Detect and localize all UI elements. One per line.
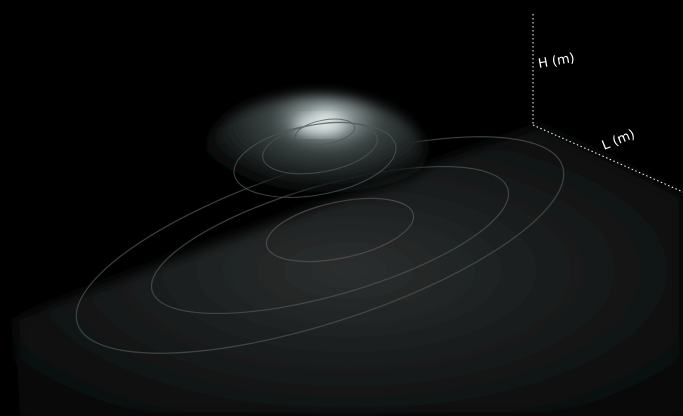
peak-highlight (295, 115, 345, 135)
contour (262, 121, 378, 175)
l-axis (532, 124, 683, 193)
peak-contours (233, 118, 397, 198)
contour (294, 118, 356, 146)
floor-surface (15, 125, 683, 416)
peak-glow (205, 95, 425, 215)
h-axis-label: H (m) (537, 51, 576, 72)
